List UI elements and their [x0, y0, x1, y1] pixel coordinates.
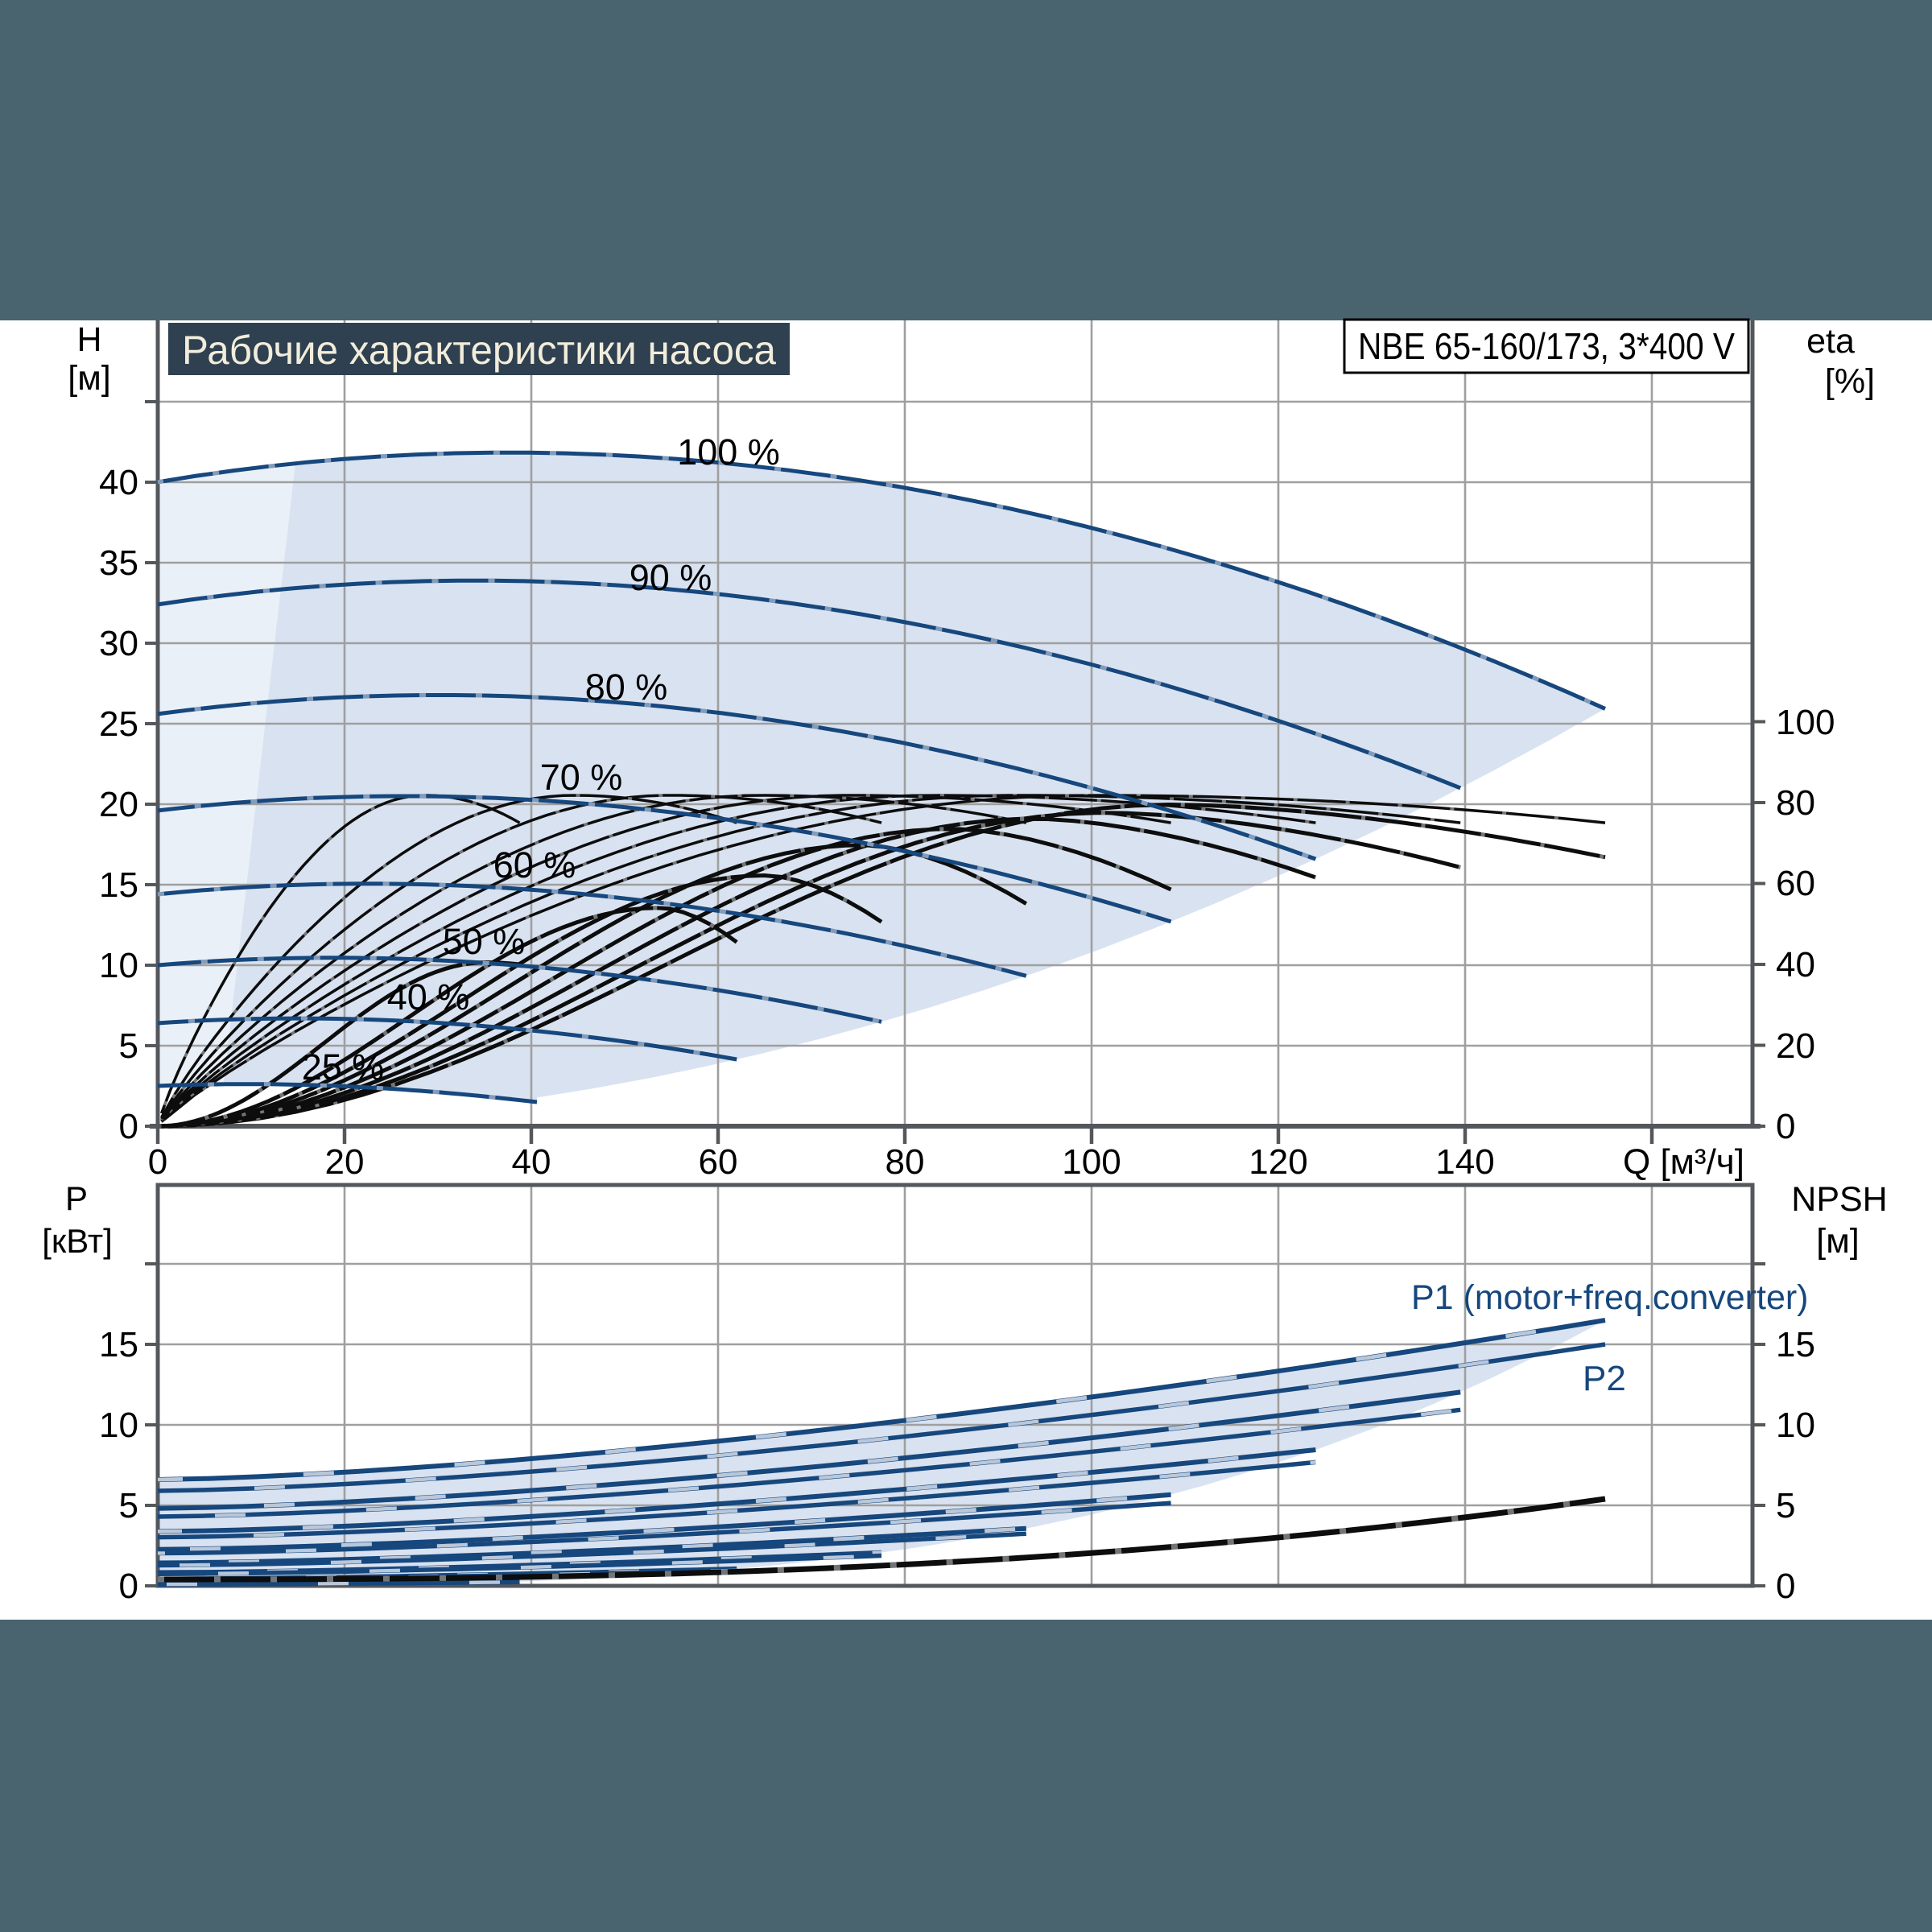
svg-text:[м]: [м] — [68, 359, 110, 398]
svg-text:80 %: 80 % — [585, 667, 668, 708]
svg-text:100 %: 100 % — [677, 431, 780, 473]
svg-text:60: 60 — [699, 1142, 738, 1182]
svg-text:Q [м³/ч]: Q [м³/ч] — [1623, 1142, 1744, 1182]
svg-text:90 %: 90 % — [630, 557, 712, 598]
svg-text:NPSH: NPSH — [1791, 1180, 1887, 1219]
svg-text:20: 20 — [325, 1142, 365, 1182]
svg-text:80: 80 — [1776, 783, 1815, 823]
svg-text:10: 10 — [99, 1406, 138, 1445]
svg-text:30: 30 — [99, 624, 138, 663]
svg-text:0: 0 — [119, 1567, 138, 1606]
svg-text:50 %: 50 % — [443, 921, 526, 962]
svg-text:25: 25 — [99, 704, 138, 744]
svg-text:15: 15 — [99, 865, 138, 905]
svg-text:P2: P2 — [1583, 1359, 1626, 1398]
svg-text:60 %: 60 % — [493, 844, 576, 886]
svg-text:0: 0 — [148, 1142, 167, 1182]
svg-text:10: 10 — [99, 946, 138, 985]
svg-text:[%]: [%] — [1825, 362, 1875, 401]
svg-text:25 %: 25 % — [302, 1046, 385, 1088]
svg-text:Рабочие характеристики насоса: Рабочие характеристики насоса — [182, 328, 776, 373]
svg-text:100: 100 — [1062, 1142, 1121, 1182]
svg-text:60: 60 — [1776, 864, 1815, 903]
svg-text:100: 100 — [1776, 703, 1835, 742]
svg-text:120: 120 — [1249, 1142, 1307, 1182]
svg-text:40: 40 — [512, 1142, 551, 1182]
svg-text:H: H — [76, 320, 101, 359]
svg-text:70 %: 70 % — [540, 757, 623, 798]
svg-text:5: 5 — [1776, 1486, 1795, 1525]
svg-text:NBE 65-160/173, 3*400 V: NBE 65-160/173, 3*400 V — [1358, 325, 1735, 367]
svg-text:[м]: [м] — [1816, 1222, 1859, 1261]
svg-text:P: P — [65, 1179, 88, 1217]
svg-text:15: 15 — [99, 1325, 138, 1364]
svg-text:0: 0 — [1776, 1567, 1795, 1606]
svg-text:5: 5 — [119, 1486, 138, 1525]
svg-text:20: 20 — [99, 785, 138, 824]
svg-text:15: 15 — [1776, 1325, 1815, 1364]
svg-text:5: 5 — [119, 1026, 138, 1066]
svg-text:0: 0 — [1776, 1107, 1795, 1146]
svg-text:40: 40 — [1776, 945, 1815, 985]
svg-text:40: 40 — [99, 463, 138, 502]
svg-text:10: 10 — [1776, 1406, 1815, 1445]
svg-text:0: 0 — [119, 1107, 138, 1146]
svg-text:P1 (motor+freq.converter): P1 (motor+freq.converter) — [1411, 1278, 1809, 1317]
svg-text:20: 20 — [1776, 1026, 1815, 1066]
svg-text:140: 140 — [1435, 1142, 1494, 1182]
svg-text:[кВт]: [кВт] — [42, 1222, 113, 1260]
svg-text:35: 35 — [99, 543, 138, 583]
svg-text:40 %: 40 % — [387, 976, 470, 1018]
svg-text:eta: eta — [1806, 322, 1855, 361]
svg-text:80: 80 — [886, 1142, 925, 1182]
